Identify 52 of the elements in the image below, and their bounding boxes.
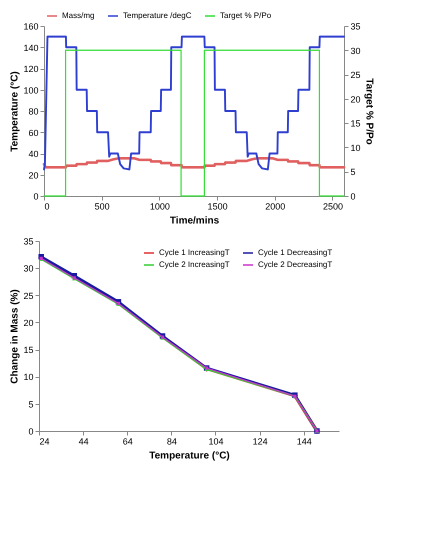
y2-tick-label: 20	[350, 94, 361, 104]
y2-tick-label: 15	[350, 118, 361, 129]
y2-tick-label: 0	[350, 192, 356, 202]
x-tick-label: 24	[40, 436, 50, 446]
y-tick-label: 0	[33, 192, 38, 202]
y-tick-label: 160	[23, 22, 38, 32]
x-tick-label: 0	[44, 202, 50, 212]
y-tick-label: 10	[23, 372, 34, 382]
y-tick-label: 100	[23, 85, 38, 96]
y2-tick-label: 35	[350, 22, 361, 32]
y2-tick-label: 25	[350, 70, 361, 80]
y-axis-title: Change in Mass (%)	[9, 289, 20, 384]
x-tick-label: 144	[296, 436, 312, 446]
legend-label: Mass/mg	[62, 11, 94, 20]
x-tick-label: 2000	[265, 202, 286, 212]
y-tick-label: 30	[23, 264, 34, 274]
y-tick-label: 60	[28, 128, 38, 138]
x-tick-label: 84	[166, 436, 177, 446]
y-tick-label: 15	[23, 345, 34, 356]
y-tick-label: 140	[23, 42, 38, 53]
y-axis-title: Temperature (°C)	[9, 71, 20, 152]
y2-tick-label: 5	[350, 167, 356, 178]
line-series	[43, 36, 345, 170]
x-tick-label: 2500	[322, 202, 343, 212]
x-tick-label: 64	[122, 436, 133, 446]
y-tick-label: 35	[23, 236, 34, 246]
y-tick-label: 5	[28, 399, 34, 410]
legend-label: Cycle 1 IncreasingT	[159, 248, 230, 257]
y2-axis-title: Target % P/Po	[364, 78, 375, 145]
x-tick-label: 124	[252, 436, 268, 446]
y-tick-label: 80	[28, 106, 38, 116]
y2-tick-label: 30	[350, 46, 361, 56]
y-tick-label: 25	[23, 290, 34, 301]
legend-label: Temperature /degC	[123, 11, 192, 20]
x-tick-label: 44	[78, 436, 89, 446]
legend-label: Cycle 2 IncreasingT	[159, 260, 230, 269]
legend-label: Cycle 1 DecreasingT	[258, 248, 332, 257]
x-tick-label: 1000	[150, 202, 170, 212]
y-tick-label: 120	[23, 64, 38, 74]
y-tick-label: 20	[28, 170, 38, 180]
x-tick-label: 104	[208, 436, 224, 446]
x-tick-label: 1500	[208, 202, 228, 212]
legend-label: Target % P/Po	[220, 11, 272, 20]
y-tick-label: 20	[23, 318, 34, 328]
x-axis-title: Time/mins	[170, 216, 220, 226]
line-series	[42, 156, 346, 169]
y2-tick-label: 10	[350, 142, 361, 153]
x-axis-title: Temperature (°C)	[149, 450, 230, 462]
x-tick-label: 500	[94, 202, 110, 212]
y-tick-label: 0	[28, 426, 34, 436]
y-tick-label: 40	[28, 149, 38, 159]
legend-label: Cycle 2 DecreasingT	[258, 260, 332, 269]
